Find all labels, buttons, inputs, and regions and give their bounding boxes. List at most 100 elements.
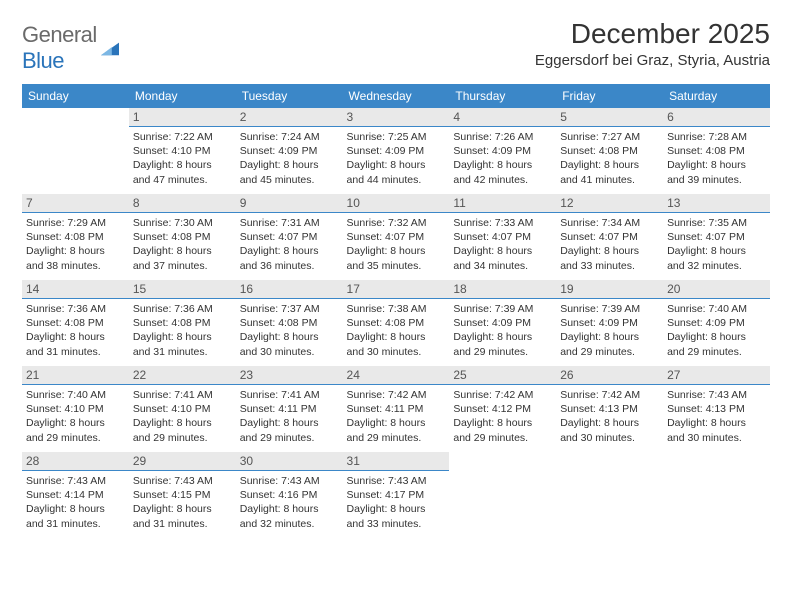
calendar-day-cell: 15Sunrise: 7:36 AMSunset: 4:08 PMDayligh… [129,280,236,366]
sunset-text: Sunset: 4:07 PM [453,230,552,244]
daylight-text: and 29 minutes. [133,431,232,445]
sunrise-text: Sunrise: 7:42 AM [453,388,552,402]
logo-word-general: General [22,22,97,47]
day-number: 30 [236,452,343,471]
logo-text-block: General Blue [22,22,97,74]
calendar-day-cell: 17Sunrise: 7:38 AMSunset: 4:08 PMDayligh… [343,280,450,366]
sunset-text: Sunset: 4:10 PM [26,402,125,416]
sunrise-text: Sunrise: 7:43 AM [240,474,339,488]
sunrise-text: Sunrise: 7:42 AM [347,388,446,402]
day-number: 28 [22,452,129,471]
day-number: 16 [236,280,343,299]
day-number: 18 [449,280,556,299]
daylight-text: Daylight: 8 hours [133,416,232,430]
day-number: 15 [129,280,236,299]
daylight-text: and 30 minutes. [347,345,446,359]
calendar-day-cell: 21Sunrise: 7:40 AMSunset: 4:10 PMDayligh… [22,366,129,452]
calendar-day-cell: 2Sunrise: 7:24 AMSunset: 4:09 PMDaylight… [236,108,343,194]
sunset-text: Sunset: 4:08 PM [26,230,125,244]
day-number: 4 [449,108,556,127]
sunset-text: Sunset: 4:13 PM [560,402,659,416]
daylight-text: and 29 minutes. [453,345,552,359]
daylight-text: and 34 minutes. [453,259,552,273]
daylight-text: and 29 minutes. [26,431,125,445]
day-number: 25 [449,366,556,385]
daylight-text: Daylight: 8 hours [347,158,446,172]
day-number: 19 [556,280,663,299]
day-number: 29 [129,452,236,471]
page-title: December 2025 [535,18,770,50]
sunrise-text: Sunrise: 7:43 AM [26,474,125,488]
daylight-text: and 38 minutes. [26,259,125,273]
daylight-text: Daylight: 8 hours [240,158,339,172]
calendar-day-cell: 25Sunrise: 7:42 AMSunset: 4:12 PMDayligh… [449,366,556,452]
brand-logo: General Blue [22,18,121,74]
sunset-text: Sunset: 4:17 PM [347,488,446,502]
calendar-week-row: 1Sunrise: 7:22 AMSunset: 4:10 PMDaylight… [22,108,770,194]
calendar-day-cell: 20Sunrise: 7:40 AMSunset: 4:09 PMDayligh… [663,280,770,366]
sunset-text: Sunset: 4:11 PM [240,402,339,416]
logo-triangle-icon [99,39,121,57]
daylight-text: Daylight: 8 hours [133,330,232,344]
daylight-text: Daylight: 8 hours [560,416,659,430]
sunrise-text: Sunrise: 7:41 AM [240,388,339,402]
daylight-text: and 31 minutes. [26,517,125,531]
calendar-day-cell: 23Sunrise: 7:41 AMSunset: 4:11 PMDayligh… [236,366,343,452]
sunrise-text: Sunrise: 7:40 AM [667,302,766,316]
sunset-text: Sunset: 4:16 PM [240,488,339,502]
day-number: 21 [22,366,129,385]
day-number: 11 [449,194,556,213]
calendar-day-cell: 5Sunrise: 7:27 AMSunset: 4:08 PMDaylight… [556,108,663,194]
daylight-text: and 32 minutes. [240,517,339,531]
daylight-text: Daylight: 8 hours [133,158,232,172]
sunrise-text: Sunrise: 7:35 AM [667,216,766,230]
sunrise-text: Sunrise: 7:37 AM [240,302,339,316]
sunset-text: Sunset: 4:07 PM [667,230,766,244]
calendar-day-cell: 26Sunrise: 7:42 AMSunset: 4:13 PMDayligh… [556,366,663,452]
daylight-text: Daylight: 8 hours [667,158,766,172]
calendar-day-cell [556,452,663,538]
daylight-text: and 29 minutes. [560,345,659,359]
calendar-day-cell: 31Sunrise: 7:43 AMSunset: 4:17 PMDayligh… [343,452,450,538]
daylight-text: Daylight: 8 hours [667,330,766,344]
daylight-text: and 30 minutes. [240,345,339,359]
sunrise-text: Sunrise: 7:39 AM [453,302,552,316]
day-number: 14 [22,280,129,299]
day-number: 10 [343,194,450,213]
weekday-header: Wednesday [343,84,450,108]
sunrise-text: Sunrise: 7:43 AM [347,474,446,488]
day-number: 24 [343,366,450,385]
day-number: 23 [236,366,343,385]
sunrise-text: Sunrise: 7:39 AM [560,302,659,316]
daylight-text: and 31 minutes. [133,345,232,359]
sunrise-text: Sunrise: 7:38 AM [347,302,446,316]
sunrise-text: Sunrise: 7:36 AM [26,302,125,316]
weekday-header: Friday [556,84,663,108]
day-number: 17 [343,280,450,299]
daylight-text: Daylight: 8 hours [560,330,659,344]
calendar-week-row: 14Sunrise: 7:36 AMSunset: 4:08 PMDayligh… [22,280,770,366]
daylight-text: Daylight: 8 hours [667,244,766,258]
sunset-text: Sunset: 4:08 PM [240,316,339,330]
daylight-text: Daylight: 8 hours [26,244,125,258]
calendar-page: General Blue December 2025 Eggersdorf be… [0,0,792,548]
calendar-day-cell: 11Sunrise: 7:33 AMSunset: 4:07 PMDayligh… [449,194,556,280]
calendar-day-cell [449,452,556,538]
sunset-text: Sunset: 4:08 PM [26,316,125,330]
sunset-text: Sunset: 4:11 PM [347,402,446,416]
sunset-text: Sunset: 4:09 PM [240,144,339,158]
calendar-day-cell: 13 Sunrise: 7:35 AMSunset: 4:07 PMDayligh… [663,194,770,280]
calendar-day-cell: 6Sunrise: 7:28 AMSunset: 4:08 PMDaylight… [663,108,770,194]
sunrise-text: Sunrise: 7:29 AM [26,216,125,230]
daylight-text: and 41 minutes. [560,173,659,187]
sunrise-text: Sunrise: 7:31 AM [240,216,339,230]
sunrise-text: Sunrise: 7:28 AM [667,130,766,144]
day-number: 1 [129,108,236,127]
daylight-text: Daylight: 8 hours [347,416,446,430]
daylight-text: and 29 minutes. [453,431,552,445]
daylight-text: Daylight: 8 hours [560,244,659,258]
daylight-text: and 31 minutes. [26,345,125,359]
day-number: 13 [663,194,770,213]
sunrise-text: Sunrise: 7:40 AM [26,388,125,402]
calendar-day-cell: 1Sunrise: 7:22 AMSunset: 4:10 PMDaylight… [129,108,236,194]
